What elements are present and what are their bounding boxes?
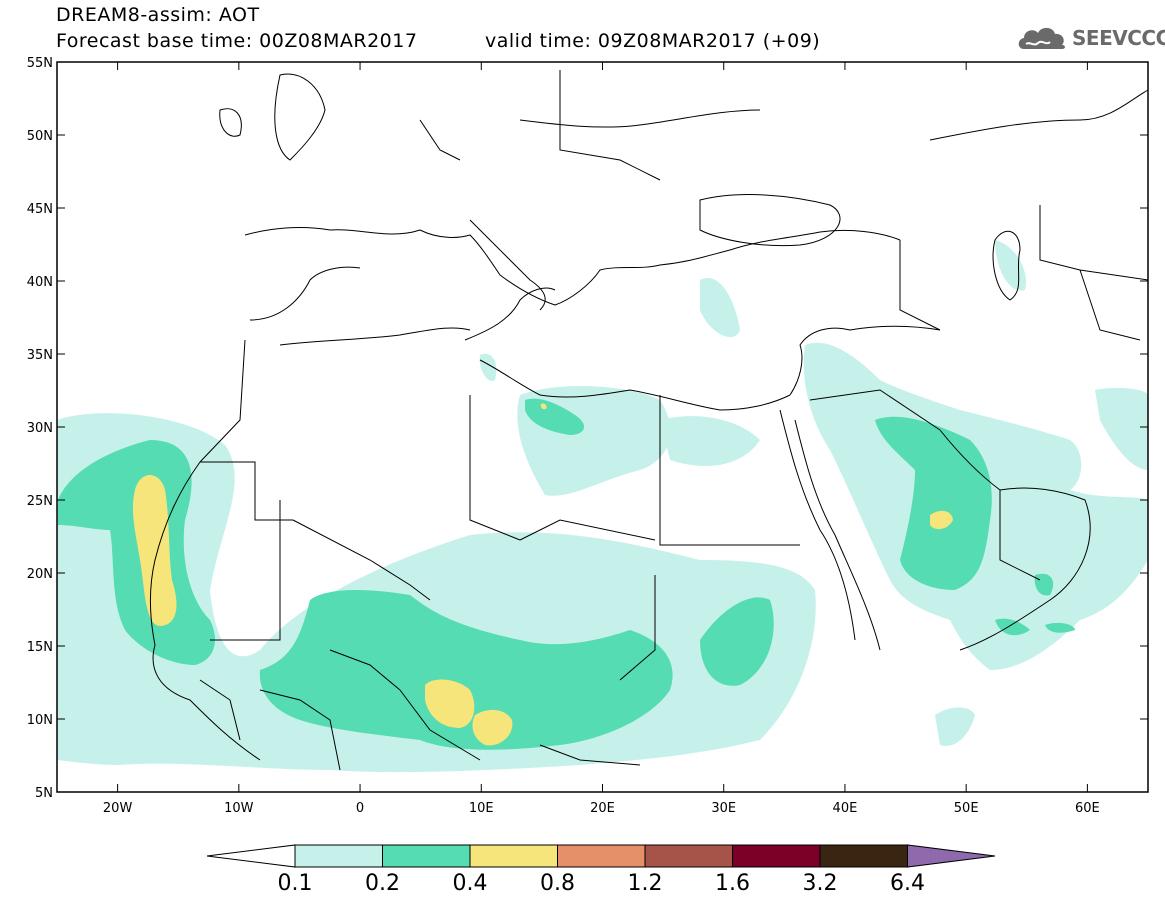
lat-tick-label: 35N [27,348,53,363]
lon-tick-label: 10W [224,801,254,816]
colorbar-label: 6.4 [890,871,925,896]
colorbar-label: 0.2 [365,871,400,896]
colorbar-label: 0.1 [278,871,313,896]
cloud-logo-icon [1018,27,1065,49]
lat-tick-label: 20N [27,567,53,582]
latitude-axis: 5N 10N 15N 20N 25N 30N 35N 40N 45N 50N 55N [27,56,1148,801]
colorbar-box [557,844,646,868]
lon-tick-label: 20W [103,801,133,816]
colorbar-box [294,844,383,868]
lon-tick-label: 30E [711,801,736,816]
lon-tick-label: 60E [1075,801,1100,816]
logo-text: SEEVCCC [1072,26,1165,50]
colorbar-box [382,844,471,868]
lat-tick-label: 45N [27,202,53,217]
colorbar-min-arrow [206,844,296,868]
colorbar-max-arrow [907,844,996,868]
lon-tick-label: 20E [590,801,615,816]
valid-time: valid time: 09Z08MAR2017 (+09) [485,30,821,52]
seevccc-logo: SEEVCCC [1016,24,1165,52]
colorbar-label: 0.8 [540,871,575,896]
colorbar-label: 3.2 [803,871,838,896]
lat-tick-label: 5N [35,786,53,801]
colorbar-box [469,844,558,868]
colorbar-box [819,844,908,868]
colorbar-label: 1.2 [628,871,663,896]
colorbar-label: 1.6 [715,871,750,896]
map-title: DREAM8-assim: AOT [56,4,260,26]
lon-tick-label: 10E [469,801,494,816]
colorbar-box [732,844,821,868]
country-borders [150,70,1149,771]
lon-tick-label: 0 [356,801,364,816]
colorbar-box [644,844,733,868]
lat-tick-label: 40N [27,275,53,290]
aot-shading [57,240,1148,773]
lat-tick-label: 15N [27,640,53,655]
lat-tick-label: 30N [27,421,53,436]
lat-tick-label: 55N [27,56,53,71]
colorbar: 0.1 0.2 0.4 0.8 1.2 1.6 3.2 6.4 [206,844,996,896]
colorbar-label: 0.4 [453,871,488,896]
lat-tick-label: 25N [27,494,53,509]
lat-tick-label: 50N [27,129,53,144]
longitude-axis: 20W 10W 0 10E 20E 30E 40E 50E 60E [103,62,1100,816]
lon-tick-label: 50E [954,801,979,816]
lat-tick-label: 10N [27,713,53,728]
forecast-base-time: Forecast base time: 00Z08MAR2017 [56,30,418,52]
lon-tick-label: 40E [833,801,858,816]
aot-level-0.4 [132,403,953,746]
